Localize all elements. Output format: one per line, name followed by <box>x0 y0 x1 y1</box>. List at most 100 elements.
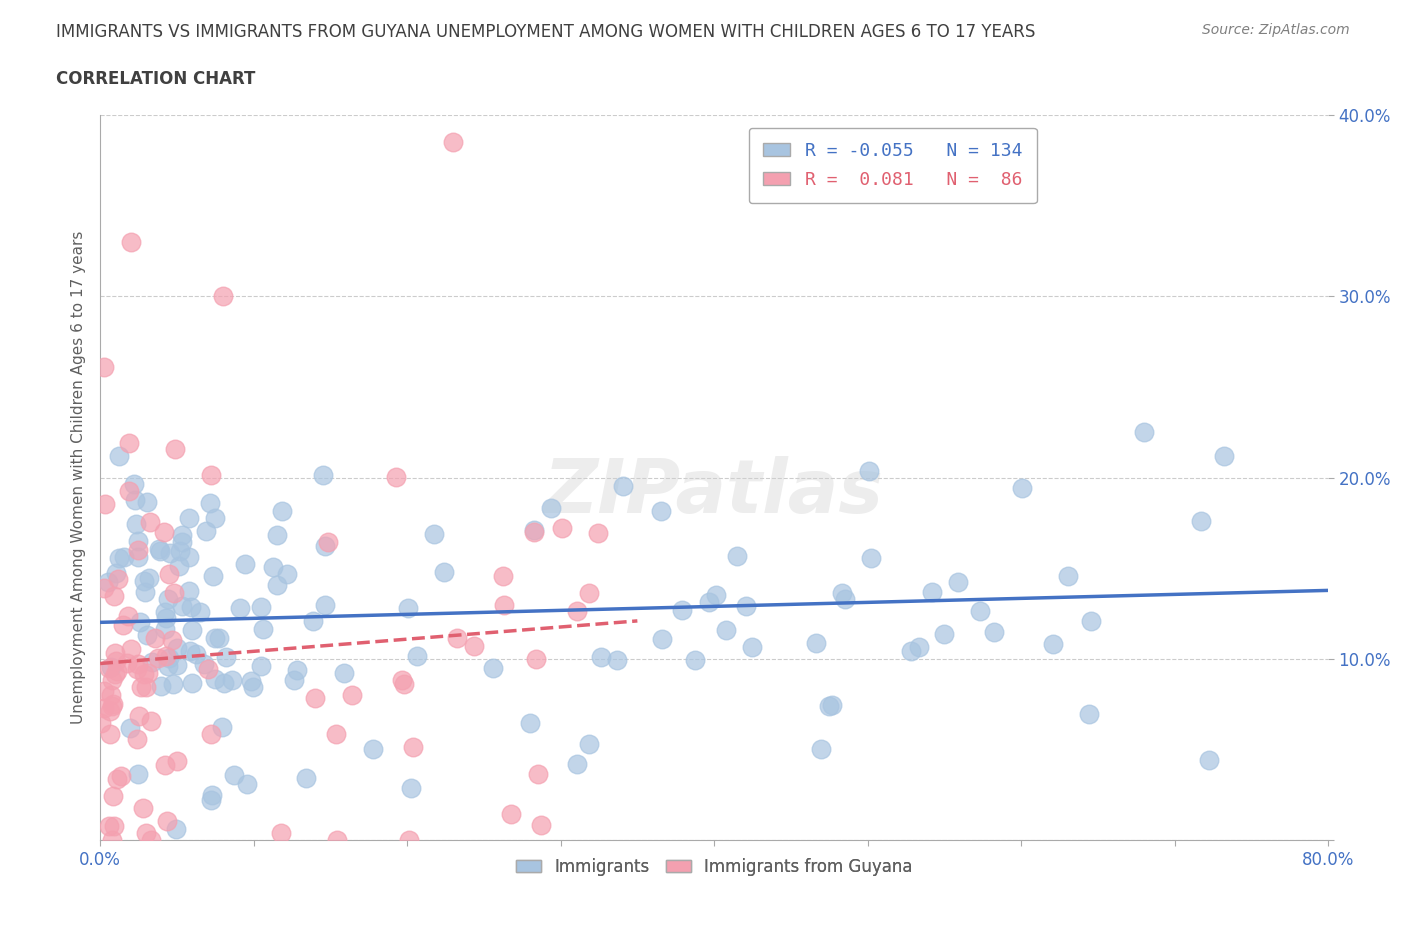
Point <box>155 611 177 626</box>
Point <box>118 484 141 498</box>
Point <box>316 535 339 550</box>
Point <box>741 639 763 654</box>
Point <box>98 704 121 719</box>
Point <box>314 538 336 553</box>
Point <box>108 551 131 565</box>
Point <box>157 591 180 606</box>
Point <box>215 650 238 665</box>
Point <box>107 572 129 587</box>
Point <box>578 737 600 751</box>
Point <box>110 769 132 784</box>
Point <box>153 621 176 636</box>
Point <box>141 654 163 669</box>
Point <box>135 825 157 840</box>
Point <box>93 684 115 698</box>
Point <box>396 600 419 615</box>
Point <box>136 494 159 509</box>
Point <box>806 635 828 650</box>
Point <box>139 515 162 530</box>
Point <box>105 663 128 678</box>
Point <box>157 659 180 674</box>
Point <box>222 768 245 783</box>
Point <box>93 360 115 375</box>
Point <box>148 541 170 556</box>
Point <box>153 604 176 619</box>
Point <box>101 697 124 711</box>
Point <box>921 584 943 599</box>
Point <box>333 666 356 681</box>
Point <box>132 574 155 589</box>
Point <box>204 671 226 686</box>
Point <box>112 550 135 565</box>
Point <box>446 631 468 645</box>
Point <box>124 493 146 508</box>
Point <box>699 595 721 610</box>
Point <box>195 524 218 538</box>
Y-axis label: Unemployment Among Women with Children Ages 6 to 17 years: Unemployment Among Women with Children A… <box>72 231 86 724</box>
Point <box>179 511 201 525</box>
Point <box>270 826 292 841</box>
Point <box>725 548 748 563</box>
Point <box>523 525 546 539</box>
Point <box>735 599 758 614</box>
Point <box>127 534 149 549</box>
Point <box>1042 636 1064 651</box>
Point <box>169 543 191 558</box>
Point <box>135 680 157 695</box>
Point <box>108 448 131 463</box>
Point <box>101 832 124 847</box>
Point <box>221 672 243 687</box>
Point <box>104 645 127 660</box>
Point <box>405 649 427 664</box>
Point <box>810 741 832 756</box>
Point <box>118 435 141 450</box>
Point <box>211 720 233 735</box>
Point <box>441 135 464 150</box>
Point <box>125 661 148 676</box>
Point <box>527 766 550 781</box>
Point <box>946 574 969 589</box>
Point <box>112 618 135 632</box>
Point <box>101 789 124 804</box>
Point <box>120 234 142 249</box>
Point <box>143 631 166 645</box>
Point <box>589 650 612 665</box>
Point <box>340 687 363 702</box>
Point <box>204 631 226 645</box>
Point <box>821 698 844 712</box>
Point <box>385 470 408 485</box>
Point <box>104 566 127 581</box>
Point <box>155 649 177 664</box>
Point <box>250 600 273 615</box>
Point <box>167 558 190 573</box>
Point <box>229 601 252 616</box>
Point <box>519 715 541 730</box>
Point <box>295 771 318 786</box>
Point <box>93 580 115 595</box>
Point <box>501 806 523 821</box>
Point <box>271 504 294 519</box>
Point <box>172 599 194 614</box>
Point <box>1078 707 1101 722</box>
Point <box>200 467 222 482</box>
Point <box>152 525 174 539</box>
Point <box>399 780 422 795</box>
Point <box>163 442 186 457</box>
Point <box>716 622 738 637</box>
Point <box>1189 514 1212 529</box>
Point <box>177 584 200 599</box>
Point <box>858 463 880 478</box>
Point <box>138 571 160 586</box>
Point <box>266 527 288 542</box>
Point <box>612 479 634 494</box>
Point <box>325 832 347 847</box>
Point <box>166 754 188 769</box>
Point <box>235 556 257 571</box>
Point <box>94 496 117 511</box>
Point <box>131 800 153 815</box>
Point <box>1011 480 1033 495</box>
Point <box>908 640 931 655</box>
Point <box>101 698 124 713</box>
Point <box>1198 753 1220 768</box>
Point <box>433 565 456 579</box>
